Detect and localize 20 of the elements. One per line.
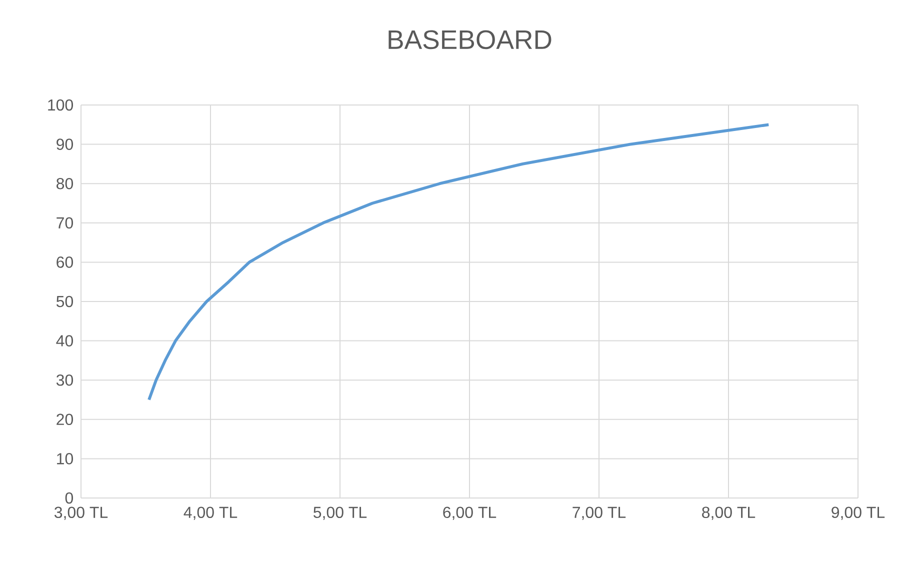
y-tick-label: 30 [56, 374, 74, 386]
x-tick-label: 9,00 TL [832, 506, 885, 520]
y-tick-label: 40 [56, 335, 74, 346]
y-tick-label: 60 [56, 256, 74, 268]
x-tick-label: 6,00 TL [443, 506, 496, 520]
x-tick-label: 4,00 TL [184, 506, 238, 520]
y-tick-label: 80 [56, 178, 74, 190]
y-tick-label: 100 [48, 99, 74, 111]
line-series [148, 123, 770, 402]
y-tick-label: 50 [56, 296, 74, 308]
y-tick-label: 90 [56, 138, 74, 150]
chart-title: BASEBOARD [388, 30, 552, 50]
x-tick-label: 5,00 TL [314, 506, 367, 520]
y-tick-label: 70 [56, 217, 74, 229]
x-tick-label: 8,00 TL [702, 506, 756, 520]
y-tick-label: 10 [57, 453, 74, 464]
y-tick-label: 0 [65, 492, 74, 504]
x-tick-label: 3,00 TL [54, 506, 108, 520]
x-tick-label: 7,00 TL [572, 506, 626, 520]
y-tick-label: 20 [56, 414, 74, 426]
